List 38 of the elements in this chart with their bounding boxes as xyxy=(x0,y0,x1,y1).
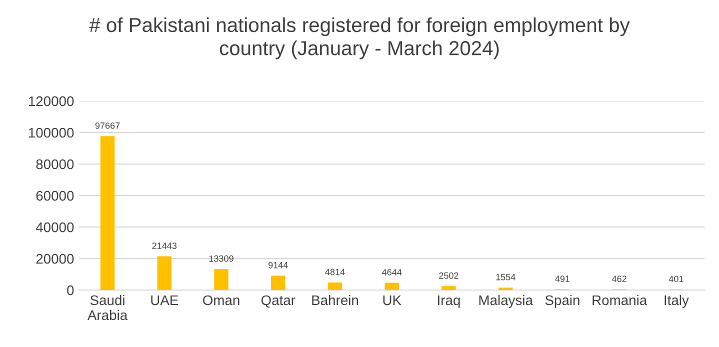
data-label: 21443 xyxy=(152,242,177,249)
bar xyxy=(100,136,115,290)
y-tick-label: 0 xyxy=(67,285,74,296)
y-tick-label: 60000 xyxy=(36,190,74,201)
x-tick-label: Qatar xyxy=(261,295,296,308)
x-tick-label: Malaysia xyxy=(479,294,533,308)
x-tick-label: Spain xyxy=(545,294,580,308)
y-tick-label: 40000 xyxy=(36,222,74,232)
x-tick-label: UAE xyxy=(151,295,178,306)
data-label: 97667 xyxy=(95,122,120,129)
data-label: 401 xyxy=(668,276,684,282)
x-tick-label: Italy xyxy=(664,294,689,308)
chart-title: # of Pakistani nationals registered for foreign employment by country (January - March 2024) xyxy=(89,17,630,60)
bar xyxy=(328,282,342,290)
y-tick-label: 100000 xyxy=(28,128,74,138)
bar xyxy=(498,288,513,290)
data-label: 4644 xyxy=(382,269,402,276)
bar xyxy=(214,269,228,290)
data-label: 462 xyxy=(612,276,626,282)
data-label: 2502 xyxy=(439,272,458,279)
data-label: 4814 xyxy=(325,268,345,276)
bar xyxy=(384,282,399,290)
x-tick-label: Iraq xyxy=(438,295,460,308)
data-label: 13309 xyxy=(209,255,234,262)
data-label: 1554 xyxy=(496,274,516,280)
x-tick-label: Saudi Arabia xyxy=(87,294,128,320)
y-tick-label: 80000 xyxy=(36,159,74,170)
y-tick-label: 20000 xyxy=(36,254,74,264)
x-tick-label: Oman xyxy=(203,295,240,306)
data-label: 491 xyxy=(555,276,570,282)
bar xyxy=(442,286,456,290)
x-tick-label: Romania xyxy=(592,294,648,306)
y-tick-label: 120000 xyxy=(28,96,74,106)
data-label: 9144 xyxy=(268,262,288,268)
bar xyxy=(157,256,172,290)
bar xyxy=(271,276,286,290)
x-tick-label: Bahrein xyxy=(312,294,358,306)
x-tick-label: UK xyxy=(383,295,402,306)
